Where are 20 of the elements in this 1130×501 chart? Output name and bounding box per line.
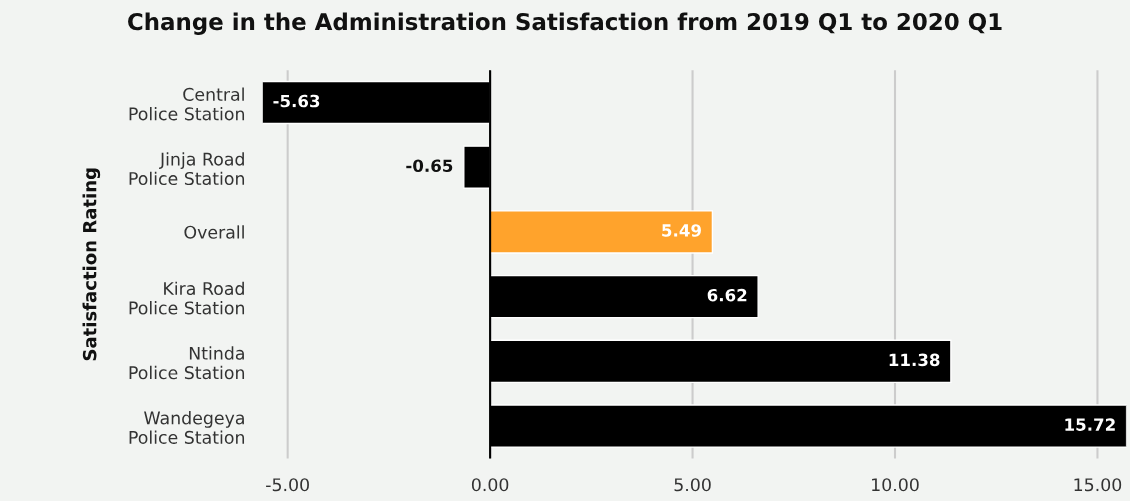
chart-title: Change in the Administration Satisfaction from 2019 Q1 to 2020 Q1 <box>128 12 1002 35</box>
data-label: 11.38 <box>889 353 940 367</box>
y-tick-label: Wandegeya Police Station <box>129 411 245 444</box>
y-tick-label: Kira Road Police Station <box>129 281 245 315</box>
bar <box>489 210 714 254</box>
data-label: -0.65 <box>406 159 453 173</box>
x-tick-label: 15.00 <box>1074 478 1122 492</box>
y-axis-title: Satisfaction Rating <box>82 168 101 361</box>
data-label: -5.63 <box>273 94 320 108</box>
x-tick-label: 0.00 <box>471 478 509 492</box>
x-tick-label: -5.00 <box>266 478 309 492</box>
y-tick-label: Jinja Road Police Station <box>129 152 245 186</box>
data-label: 5.49 <box>662 224 701 237</box>
data-label: 15.72 <box>1065 418 1115 431</box>
x-tick-label: 5.00 <box>674 478 711 492</box>
data-label: 6.62 <box>707 288 747 302</box>
y-tick-label: Overall <box>184 225 244 239</box>
x-tick-label: 10.00 <box>872 478 919 492</box>
y-tick-label: Central Police Station <box>129 87 245 121</box>
y-tick-label: Ntinda Police Station <box>129 346 245 380</box>
